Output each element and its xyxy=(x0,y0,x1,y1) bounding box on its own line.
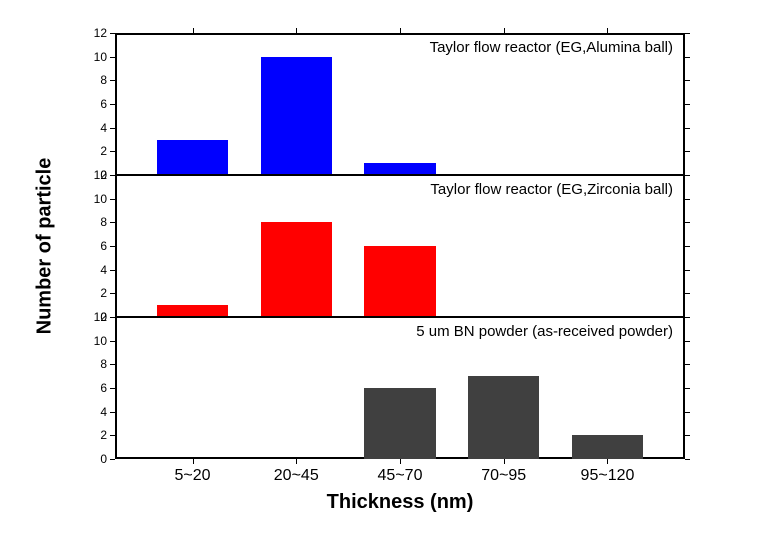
x-axis-label: Thickness (nm) xyxy=(327,491,474,514)
y-tick-label: 4 xyxy=(0,405,107,419)
x-tick-mark xyxy=(400,28,401,33)
y-tick-label: 0 xyxy=(0,452,107,466)
y-tick-label: 6 xyxy=(0,97,107,111)
x-tick-mark xyxy=(193,28,194,33)
y-tick-mark xyxy=(685,222,690,223)
bar xyxy=(157,140,228,176)
y-tick-mark xyxy=(110,388,115,389)
y-tick-mark xyxy=(685,104,690,105)
x-tick-mark xyxy=(296,459,297,464)
y-tick-mark xyxy=(110,33,115,34)
panel-divider xyxy=(115,174,685,176)
panel-title: Taylor flow reactor (EG,Alumina ball) xyxy=(430,39,673,56)
x-tick-label: 20~45 xyxy=(274,467,319,485)
y-tick-mark xyxy=(110,57,115,58)
y-tick-mark xyxy=(685,57,690,58)
y-tick-label: 4 xyxy=(0,263,107,277)
y-tick-label: 6 xyxy=(0,381,107,395)
y-tick-mark xyxy=(110,175,115,176)
y-tick-mark xyxy=(110,435,115,436)
y-tick-mark xyxy=(685,459,690,460)
y-tick-label: 10 xyxy=(0,334,107,348)
x-tick-mark xyxy=(504,28,505,33)
x-tick-label: 5~20 xyxy=(174,467,210,485)
y-tick-label: 2 xyxy=(0,286,107,300)
y-tick-mark xyxy=(110,341,115,342)
y-tick-mark xyxy=(685,80,690,81)
y-tick-label: 8 xyxy=(0,215,107,229)
y-tick-mark xyxy=(110,128,115,129)
y-tick-mark xyxy=(685,270,690,271)
y-tick-mark xyxy=(110,246,115,247)
y-tick-mark xyxy=(110,199,115,200)
y-tick-label: 8 xyxy=(0,73,107,87)
y-tick-mark xyxy=(685,33,690,34)
bar xyxy=(572,435,643,459)
panel-title: 5 um BN powder (as-received powder) xyxy=(416,323,673,340)
bar xyxy=(364,388,435,459)
y-tick-mark xyxy=(685,388,690,389)
y-tick-mark xyxy=(685,246,690,247)
y-tick-label: 2 xyxy=(0,428,107,442)
y-tick-label: 4 xyxy=(0,121,107,135)
y-tick-mark xyxy=(110,317,115,318)
panel-title: Taylor flow reactor (EG,Zirconia ball) xyxy=(430,181,673,198)
y-tick-mark xyxy=(685,341,690,342)
panel-divider xyxy=(115,316,685,318)
y-tick-mark xyxy=(685,412,690,413)
x-tick-mark xyxy=(296,28,297,33)
bar xyxy=(364,246,435,317)
bar xyxy=(261,222,332,317)
y-tick-label: 12 xyxy=(0,26,107,40)
y-tick-mark xyxy=(685,199,690,200)
y-tick-mark xyxy=(685,435,690,436)
y-tick-label: 2 xyxy=(0,144,107,158)
y-tick-mark xyxy=(685,293,690,294)
bar xyxy=(468,376,539,459)
y-tick-label: 12 xyxy=(0,168,107,182)
y-tick-mark xyxy=(110,270,115,271)
y-tick-label: 10 xyxy=(0,50,107,64)
x-tick-label: 70~95 xyxy=(481,467,526,485)
x-tick-label: 45~70 xyxy=(378,467,423,485)
y-tick-label: 8 xyxy=(0,357,107,371)
y-tick-mark xyxy=(110,293,115,294)
y-tick-mark xyxy=(110,364,115,365)
x-tick-mark xyxy=(607,28,608,33)
y-tick-mark xyxy=(110,459,115,460)
y-tick-mark xyxy=(685,364,690,365)
y-tick-label: 10 xyxy=(0,192,107,206)
y-tick-mark xyxy=(685,128,690,129)
y-tick-mark xyxy=(685,317,690,318)
y-tick-mark xyxy=(110,222,115,223)
y-tick-label: 6 xyxy=(0,239,107,253)
x-tick-mark xyxy=(193,459,194,464)
y-tick-mark xyxy=(685,151,690,152)
y-tick-mark xyxy=(110,151,115,152)
x-tick-label: 95~120 xyxy=(581,467,635,485)
y-tick-mark xyxy=(110,80,115,81)
y-tick-mark xyxy=(110,104,115,105)
x-tick-mark xyxy=(504,459,505,464)
y-tick-mark xyxy=(110,412,115,413)
y-tick-mark xyxy=(685,175,690,176)
x-tick-mark xyxy=(607,459,608,464)
x-tick-mark xyxy=(400,459,401,464)
chart-container: Number of particle Thickness (nm) 024681… xyxy=(0,0,769,535)
y-tick-label: 12 xyxy=(0,310,107,324)
bar xyxy=(261,57,332,175)
